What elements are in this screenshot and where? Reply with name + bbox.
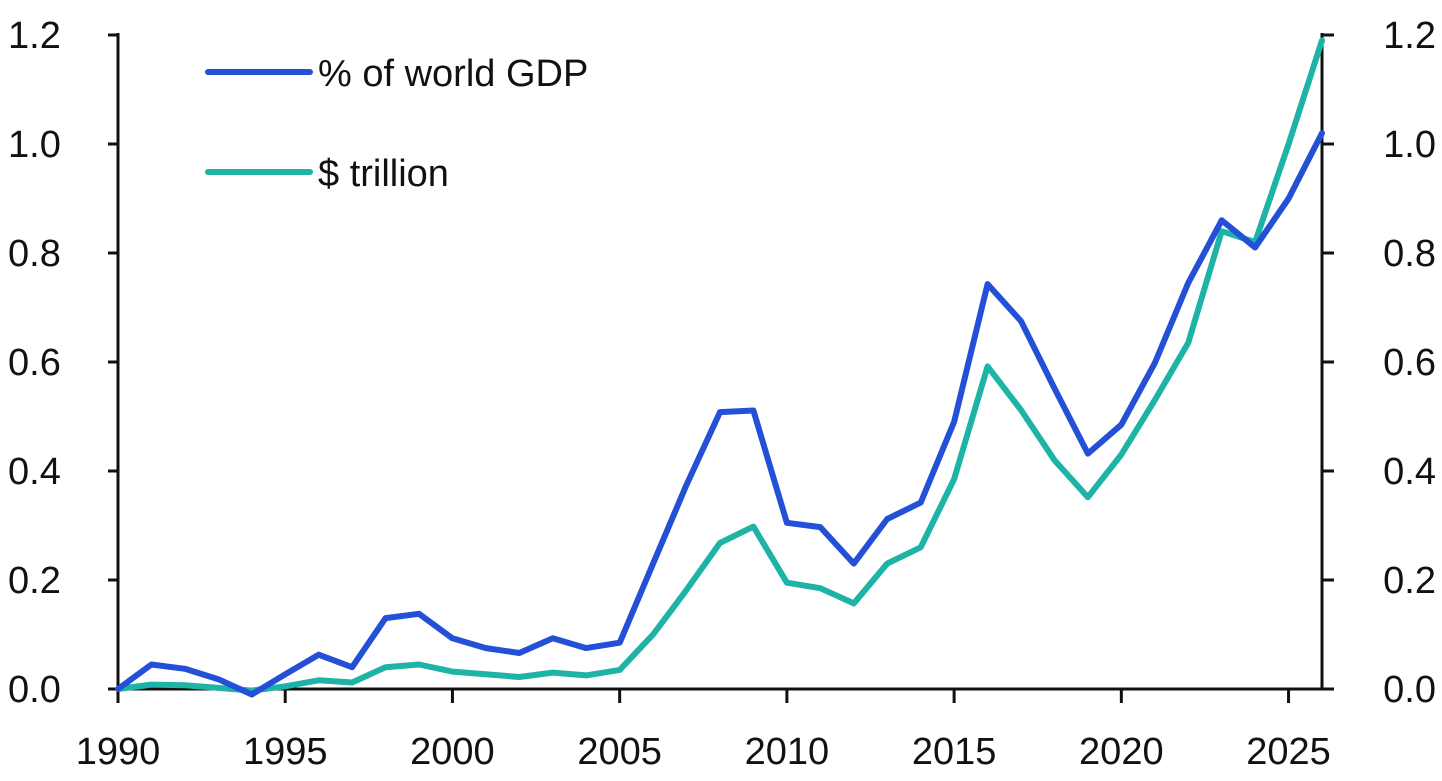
legend-label-trillion: $ trillion [318,153,449,195]
x-tick-label: 2020 [1079,731,1164,773]
x-tick-label: 2010 [745,731,830,773]
y-tick-label-left: 0.6 [8,342,61,384]
y-tick-label-right: 0.6 [1383,342,1436,384]
series-line-trillion [115,37,1325,694]
y-tick-label-right: 0.0 [1383,669,1436,711]
legend-label-gdp: % of world GDP [318,53,588,95]
y-tick-label-left: 0.2 [8,560,61,602]
axes: 0.0 0.2 0.4 0.6 0.8 1.0 1.2 0.0 0.2 0.4 0.6 0.8 1.0 1… [8,15,1436,773]
y-tick-label-right: 0.2 [1383,560,1436,602]
legend: % of world GDP $ trillion [205,53,588,195]
y-tick-label-left: 0.8 [8,233,61,275]
y-tick-label-right: 0.8 [1383,233,1436,275]
x-tick-label: 2015 [912,731,997,773]
series-line-gdp [115,130,1325,698]
x-tick-label: 2005 [577,731,662,773]
y-tick-label-right: 1.2 [1383,15,1436,57]
y-tick-label-right: 0.4 [1383,451,1436,493]
y-tick-label-left: 1.0 [8,124,61,166]
x-tick-label: 2025 [1246,731,1331,773]
x-tick-label: 2000 [410,731,495,773]
y-tick-label-left: 1.2 [8,15,61,57]
y-tick-label-left: 0.0 [8,669,61,711]
series-lines [115,37,1325,698]
x-tick-label: 1990 [76,731,161,773]
x-tick-label: 1995 [243,731,328,773]
y-tick-label-left: 0.4 [8,451,61,493]
y-tick-label-right: 1.0 [1383,124,1436,166]
